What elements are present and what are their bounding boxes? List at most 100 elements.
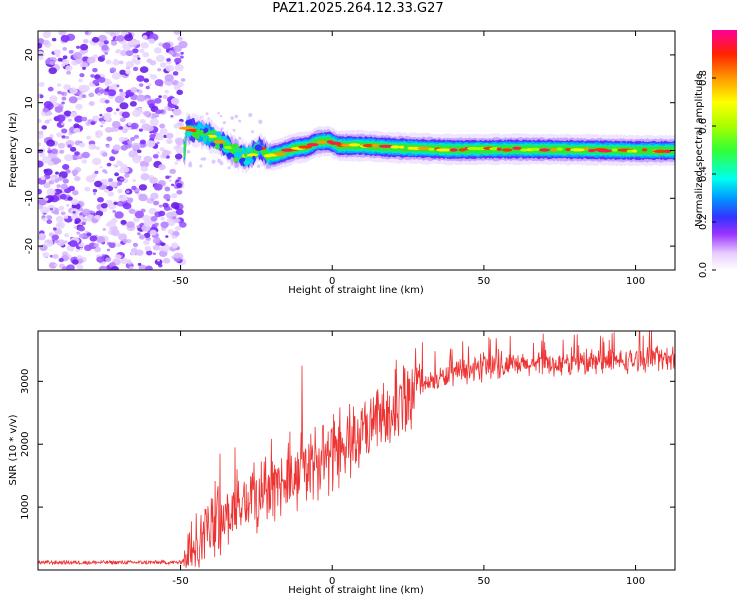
noise-speckle <box>105 106 113 113</box>
noise-speckle <box>92 157 102 166</box>
signal-blob <box>233 156 239 163</box>
noise-speckle <box>82 66 86 70</box>
noise-speckle <box>42 218 47 222</box>
noise-speckle <box>112 83 117 88</box>
noise-speckle <box>165 138 173 145</box>
noise-speckle <box>80 62 88 69</box>
noise-speckle <box>172 216 177 219</box>
noise-speckle <box>88 101 95 106</box>
noise-speckle <box>128 266 134 270</box>
noise-speckle <box>72 190 79 196</box>
noise-speckle <box>202 157 207 161</box>
noise-speckle <box>179 221 187 228</box>
noise-speckle <box>48 262 57 269</box>
noise-speckle <box>69 87 78 95</box>
noise-speckle <box>143 155 153 163</box>
signal-hotspot <box>362 143 375 148</box>
noise-speckle <box>58 257 64 263</box>
noise-speckle <box>72 173 77 177</box>
noise-speckle <box>118 60 124 65</box>
noise-speckle <box>133 134 140 139</box>
noise-speckle <box>112 210 117 213</box>
colorbar-label: Normalized spectral amplitude <box>694 73 705 227</box>
noise-speckle <box>79 247 83 251</box>
noise-speckle <box>149 177 158 184</box>
noise-speckle <box>145 250 153 256</box>
signal-blob <box>203 137 207 144</box>
noise-speckle <box>101 254 105 257</box>
noise-speckle <box>172 108 182 116</box>
noise-speckle <box>62 55 68 60</box>
signal-hotspot <box>274 152 286 156</box>
noise-speckle <box>91 173 98 178</box>
noise-speckle <box>170 114 174 118</box>
noise-speckle <box>117 188 123 194</box>
noise-speckle <box>61 101 65 105</box>
signal-hotspot <box>597 149 613 153</box>
noise-speckle <box>137 262 142 266</box>
noise-speckle <box>125 190 130 194</box>
noise-speckle <box>66 204 70 207</box>
noise-speckle <box>56 83 62 87</box>
noise-speckle <box>84 31 89 35</box>
signal-hotspot <box>399 145 405 149</box>
noise-speckle <box>150 198 154 201</box>
noise-speckle <box>120 144 128 151</box>
colorbar-tick-label: 0.0 <box>698 262 709 278</box>
noise-speckle <box>166 58 171 62</box>
spectrogram-x-label: Height of straight line (km) <box>288 285 424 296</box>
noise-speckle <box>106 248 111 252</box>
noise-speckle <box>177 36 183 41</box>
snr-x-ticks: -50 0 50 100 <box>172 331 645 587</box>
noise-speckle <box>46 139 55 147</box>
noise-speckle <box>61 135 66 139</box>
noise-speckle <box>170 97 180 105</box>
noise-speckle <box>138 83 144 87</box>
noise-speckle <box>64 154 74 162</box>
noise-speckle <box>152 237 160 244</box>
noise-speckle <box>90 74 95 78</box>
noise-speckle <box>173 252 181 259</box>
x-tick-label: 100 <box>626 276 645 287</box>
noise-speckle <box>110 40 118 46</box>
noise-speckle <box>156 151 160 155</box>
noise-speckle <box>166 218 173 224</box>
noise-speckle <box>48 118 52 122</box>
noise-speckle <box>132 54 138 59</box>
signal-blob <box>221 135 227 140</box>
noise-speckle <box>154 79 164 87</box>
noise-speckle <box>63 215 69 219</box>
signal-blob <box>200 125 205 130</box>
noise-speckle <box>176 89 184 96</box>
noise-speckle <box>81 116 88 122</box>
noise-speckle <box>57 57 63 62</box>
spectrogram-y-label: Frequency (Hz) <box>8 112 19 188</box>
noise-speckle <box>82 38 89 44</box>
noise-speckle <box>64 233 70 238</box>
noise-speckle <box>81 94 87 99</box>
noise-speckle <box>97 34 108 43</box>
y-tick-label: -10 <box>24 190 35 206</box>
noise-speckle <box>159 62 167 68</box>
signal-hotspot <box>520 148 528 152</box>
noise-speckle <box>47 147 51 150</box>
noise-speckle <box>90 121 96 126</box>
noise-speckle <box>38 94 41 98</box>
noise-speckle <box>49 60 56 66</box>
noise-speckle <box>174 57 182 64</box>
noise-speckle <box>54 106 63 113</box>
signal-hotspot <box>550 148 559 152</box>
y-tick-label: 10 <box>24 96 35 109</box>
signal-blob <box>195 129 202 133</box>
signal-hotspot <box>570 148 586 152</box>
signal-hotspot <box>538 148 551 152</box>
noise-speckle <box>53 210 60 215</box>
noise-speckle <box>72 52 82 60</box>
noise-speckle <box>56 114 66 123</box>
noise-speckle <box>143 240 150 246</box>
noise-speckle <box>74 115 84 123</box>
signal-blob <box>210 142 216 147</box>
noise-speckle <box>118 194 128 202</box>
noise-speckle <box>55 171 59 175</box>
noise-speckle <box>122 43 132 51</box>
